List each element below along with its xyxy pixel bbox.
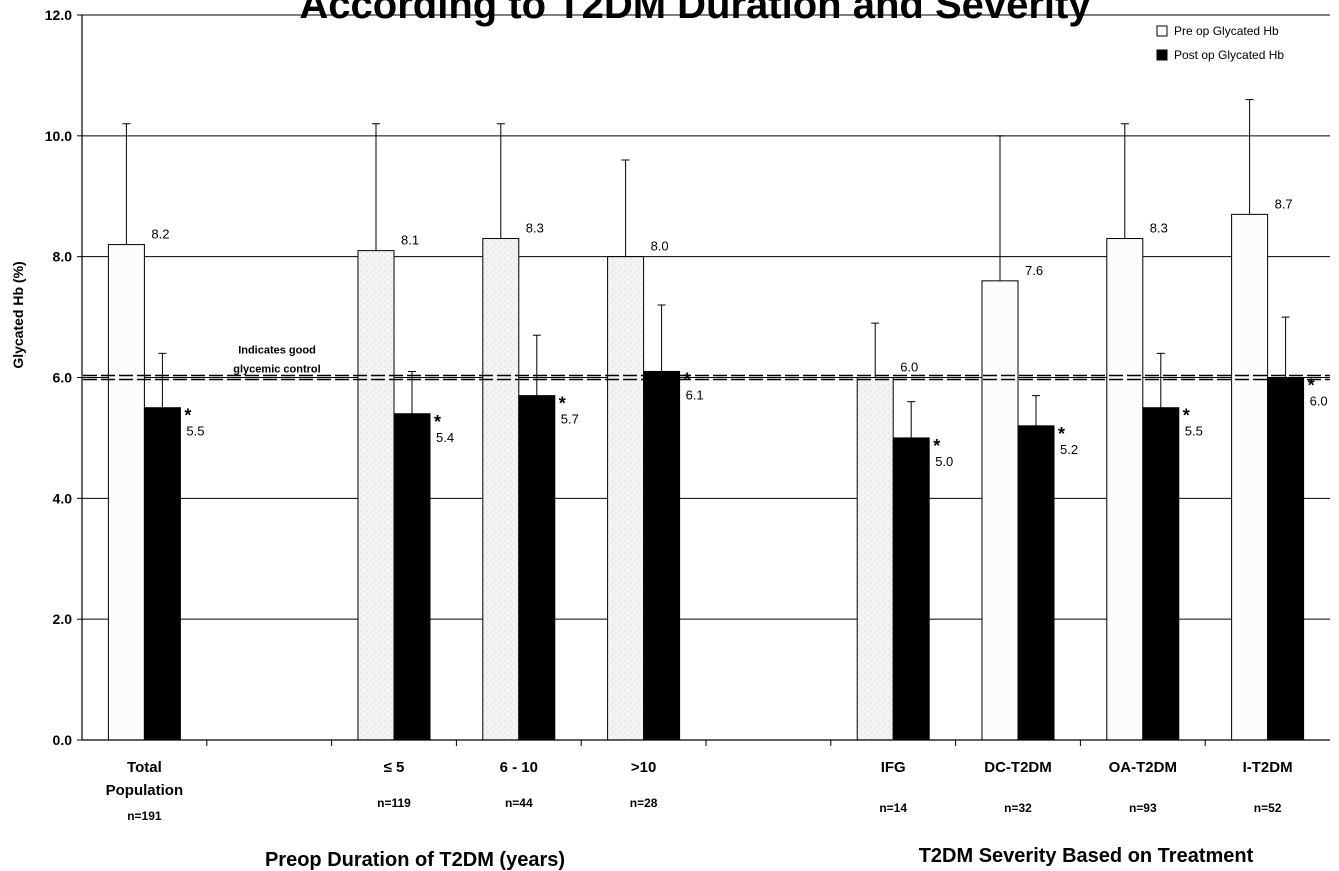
category-label: I-T2DM	[1243, 759, 1293, 776]
pre-op-value-label: 8.0	[651, 239, 669, 254]
pre-op-bar	[607, 256, 645, 741]
legend-swatch-post-op	[1156, 49, 1168, 61]
post-op-bar	[1017, 425, 1055, 741]
y-tick-label: 8.0	[53, 249, 73, 265]
post-op-value-label: 5.4	[436, 430, 454, 445]
significance-marker: *	[1058, 424, 1065, 444]
post-op-value-label: 6.1	[686, 387, 704, 402]
group-title-duration: Preop Duration of T2DM (years)	[265, 849, 565, 871]
reference-line-label-2: glycemic control	[233, 364, 320, 376]
y-tick-label: 2.0	[53, 611, 73, 627]
post-op-value-label: 6.0	[1310, 394, 1328, 409]
legend-label-pre-op: Pre op Glycated Hb	[1174, 24, 1279, 38]
category-label: 6 - 10	[500, 759, 538, 776]
post-op-value-label: 5.5	[186, 424, 204, 439]
pre-op-value-label: 8.2	[151, 227, 169, 242]
post-op-bar	[1142, 407, 1180, 741]
reference-line-label-1: Indicates good	[238, 345, 316, 357]
reference-line: Indicates good glycemic control	[83, 345, 1330, 381]
pre-op-value-label: 7.6	[1025, 263, 1043, 278]
pre-op-bar	[1231, 213, 1269, 741]
category-n-label: n=191	[127, 809, 162, 823]
post-op-bar	[1267, 377, 1305, 741]
category-label: Total	[127, 759, 162, 776]
category-n-label: n=52	[1254, 801, 1282, 815]
post-op-bar	[518, 395, 556, 741]
pre-op-bar	[482, 238, 520, 741]
category-label-line2: Population	[106, 782, 184, 799]
legend-swatch-pre-op	[1156, 25, 1168, 37]
significance-marker: *	[434, 412, 441, 432]
category-label: DC-T2DM	[984, 759, 1052, 776]
category-label: OA-T2DM	[1109, 759, 1177, 776]
pre-op-bar	[357, 250, 395, 741]
category-n-label: n=28	[630, 796, 658, 810]
post-op-bar	[393, 413, 431, 741]
legend-label-post-op: Post op Glycated Hb	[1174, 48, 1284, 62]
pre-op-bar	[856, 377, 894, 741]
pre-op-value-label: 8.3	[526, 221, 544, 236]
pre-op-bar	[981, 280, 1019, 741]
category-label: ≤ 5	[384, 759, 405, 776]
post-op-bar	[892, 437, 930, 741]
significance-marker: *	[1308, 376, 1315, 396]
y-axis-ticks: 0.0 2.0 4.0 6.0 8.0 10.0 12.0	[45, 7, 83, 748]
category-label: IFG	[881, 759, 906, 776]
x-axis: Total Population n=191 ≤ 5 n=119 6 - 10 n=44 >1…	[82, 739, 1330, 823]
significance-marker: *	[684, 369, 691, 389]
bars	[107, 99, 1305, 741]
pre-op-value-label: 8.1	[401, 233, 419, 248]
category-n-label: n=14	[879, 801, 907, 815]
value-labels: 8.2*5.58.1*5.48.3*5.78.0*6.16.0*5.07.6*5…	[151, 196, 1327, 469]
y-axis-label: Glycated Hb (%)	[10, 261, 26, 368]
significance-marker: *	[184, 406, 191, 426]
pre-op-value-label: 6.0	[900, 360, 918, 375]
post-op-bar	[643, 370, 681, 741]
y-tick-label: 0.0	[53, 732, 73, 748]
category-n-label: n=44	[505, 796, 533, 810]
chart-title: According to T2DM Duration and Severity	[299, 0, 1091, 27]
pre-op-bar	[1106, 238, 1144, 741]
significance-marker: *	[933, 436, 940, 456]
y-tick-label: 12.0	[45, 7, 72, 23]
pre-op-value-label: 8.7	[1275, 196, 1293, 211]
post-op-value-label: 5.2	[1060, 442, 1078, 457]
y-tick-label: 6.0	[53, 370, 73, 386]
post-op-value-label: 5.7	[561, 412, 579, 427]
category-n-label: n=119	[377, 796, 411, 810]
legend: Pre op Glycated Hb Post op Glycated Hb	[1156, 24, 1284, 62]
pre-op-value-label: 8.3	[1150, 221, 1168, 236]
y-tick-label: 4.0	[53, 490, 73, 506]
significance-marker: *	[559, 394, 566, 414]
post-op-value-label: 5.0	[935, 454, 953, 469]
y-tick-label: 10.0	[45, 128, 72, 144]
category-label: >10	[631, 759, 656, 776]
post-op-bar	[143, 407, 181, 741]
pre-op-bar	[107, 244, 145, 741]
significance-marker: *	[1183, 406, 1190, 426]
group-title-severity: T2DM Severity Based on Treatment	[919, 845, 1254, 867]
category-n-label: n=93	[1129, 801, 1157, 815]
post-op-value-label: 5.5	[1185, 424, 1203, 439]
category-n-label: n=32	[1004, 801, 1032, 815]
